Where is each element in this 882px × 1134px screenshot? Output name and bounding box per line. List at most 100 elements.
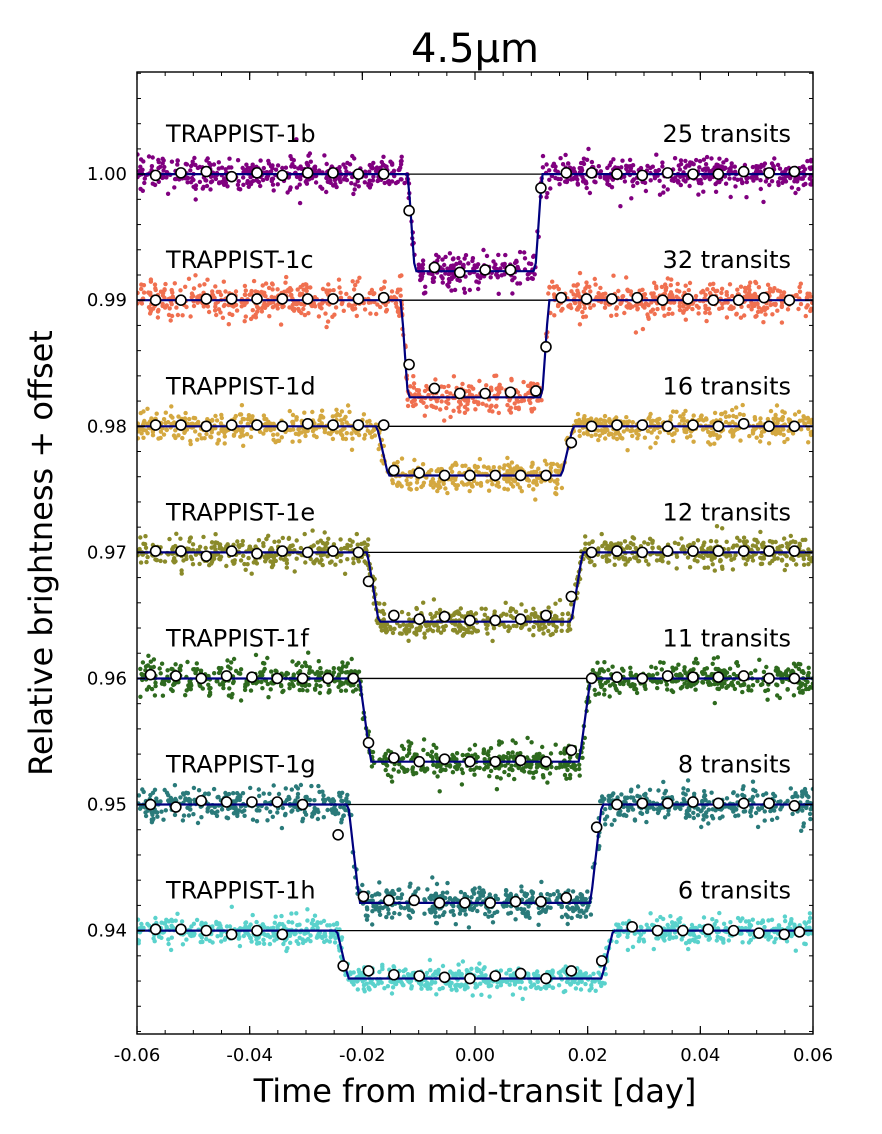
raw-point (139, 671, 144, 677)
raw-point (526, 261, 532, 266)
raw-point (256, 306, 261, 311)
raw-point (522, 256, 528, 261)
raw-point (327, 560, 333, 565)
raw-point (494, 483, 499, 488)
raw-point (580, 174, 585, 180)
raw-point (477, 456, 483, 462)
raw-point (735, 177, 740, 182)
raw-point (765, 687, 771, 693)
raw-point (213, 304, 218, 309)
raw-point (792, 412, 798, 417)
raw-point (803, 416, 809, 421)
raw-point (261, 431, 266, 436)
raw-point (446, 383, 451, 389)
raw-point (421, 600, 426, 605)
raw-point (713, 189, 719, 194)
raw-point (343, 670, 349, 675)
raw-point (733, 427, 738, 433)
raw-point (719, 411, 725, 417)
raw-point (188, 168, 193, 173)
raw-point (172, 176, 178, 182)
raw-point (750, 164, 756, 170)
raw-point (708, 538, 714, 544)
raw-point (319, 306, 324, 311)
raw-point (548, 632, 553, 638)
series-layer (137, 137, 813, 1002)
raw-point (724, 315, 730, 320)
raw-point (582, 305, 587, 311)
raw-point (422, 631, 427, 636)
raw-point (356, 559, 361, 564)
raw-point (528, 400, 533, 406)
raw-point (653, 418, 659, 423)
raw-point (619, 300, 624, 305)
raw-point (452, 627, 458, 633)
raw-point (512, 401, 517, 406)
raw-point (145, 554, 150, 560)
binned-point (712, 168, 725, 180)
raw-point (497, 382, 502, 387)
raw-point (141, 283, 147, 288)
raw-point (448, 414, 453, 420)
raw-point (363, 169, 368, 174)
series-trappist-1d (137, 402, 813, 502)
raw-point (726, 414, 732, 419)
raw-point (192, 155, 197, 161)
raw-point (243, 567, 248, 572)
raw-point (298, 164, 303, 169)
raw-point (559, 485, 565, 491)
raw-point (297, 439, 302, 444)
raw-point (221, 182, 227, 187)
raw-point (160, 156, 165, 161)
raw-point (643, 686, 648, 692)
binned-point (636, 419, 649, 431)
raw-point (746, 304, 751, 309)
raw-point (621, 429, 626, 434)
raw-point (287, 682, 292, 687)
raw-point (695, 661, 700, 666)
raw-point (533, 469, 539, 475)
raw-point (526, 483, 532, 488)
binned-point (758, 291, 770, 304)
raw-point (554, 491, 559, 497)
raw-point (484, 253, 490, 259)
raw-point (753, 279, 758, 285)
raw-point (457, 278, 462, 283)
raw-point (363, 560, 369, 566)
raw-point (251, 178, 256, 184)
raw-point (769, 161, 775, 166)
raw-point (259, 309, 265, 314)
raw-point (436, 625, 441, 630)
raw-point (531, 253, 537, 258)
raw-point (455, 609, 460, 614)
raw-point (752, 415, 757, 420)
raw-point (280, 689, 285, 695)
raw-point (351, 556, 356, 561)
binned-point (611, 545, 623, 557)
raw-point (607, 694, 612, 699)
raw-point (580, 179, 586, 184)
binned-point (788, 545, 801, 557)
raw-point (161, 432, 167, 437)
binned-point (276, 169, 289, 182)
raw-point (392, 294, 397, 300)
raw-point (529, 464, 534, 469)
raw-point (391, 767, 396, 772)
raw-point (395, 179, 400, 185)
raw-point (566, 161, 571, 166)
raw-point (326, 282, 331, 287)
raw-point (183, 693, 188, 698)
raw-point (528, 381, 534, 386)
raw-point (350, 689, 356, 694)
raw-point (411, 381, 417, 386)
raw-point (333, 305, 339, 310)
raw-point (701, 157, 707, 162)
raw-point (755, 309, 761, 315)
raw-point (479, 606, 484, 611)
raw-point (804, 295, 810, 301)
raw-point (622, 310, 627, 316)
raw-point (141, 435, 146, 440)
raw-point (754, 313, 759, 319)
raw-point (291, 427, 296, 432)
raw-point (241, 553, 246, 558)
